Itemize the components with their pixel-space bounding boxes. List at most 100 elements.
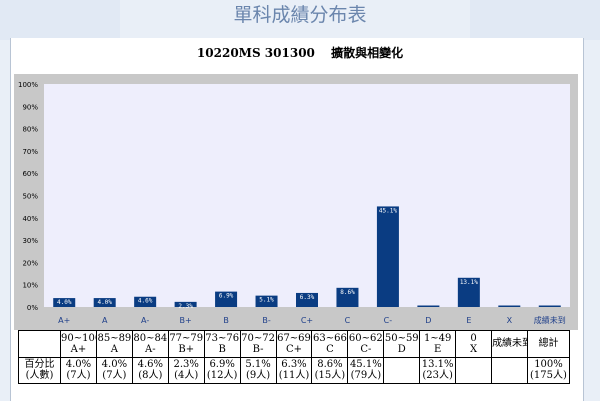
bar xyxy=(53,298,76,307)
y-tick-label: 50% xyxy=(22,193,38,201)
x-tick-label: C- xyxy=(384,316,393,325)
row-header-cell: 百分比 (人數) xyxy=(18,356,61,384)
bar xyxy=(174,301,197,307)
percent-value: 6.3% xyxy=(281,359,307,371)
bar-data-label: 45.1% xyxy=(379,207,397,214)
x-tick-label: A+ xyxy=(58,316,70,325)
score-range: 67~69 xyxy=(277,332,311,344)
bar-series: 4.0% 4.0% 4.6% 2.3% 6.9% 5.1% 6.3% 8.6% 45.1% 13.… xyxy=(53,206,561,310)
percent-value: 100% xyxy=(534,359,563,371)
grade-letter: E xyxy=(434,343,442,355)
percent-value: 45.1% xyxy=(349,359,382,371)
row-header-pct: 百分比 xyxy=(24,359,55,371)
bar xyxy=(417,305,440,307)
grade-distribution-chart: 0%10%20%30%40%50%60%70%80%90%100% 4.0% 4.… xyxy=(14,74,578,330)
x-tick-label: B+ xyxy=(180,316,192,325)
x-tick-label: D xyxy=(425,316,431,325)
student-count: (175人) xyxy=(530,370,567,382)
student-count: (4人) xyxy=(174,370,199,382)
student-count: (7人) xyxy=(102,370,127,382)
score-range: 0 xyxy=(470,332,477,344)
page-title: 單科成績分布表 xyxy=(233,4,367,26)
x-tick-label: E xyxy=(466,316,471,325)
bar-data-label: 8.6% xyxy=(340,289,355,296)
grade-header-cell: 成績未到 xyxy=(491,330,528,358)
x-tick-label: C+ xyxy=(301,316,313,325)
grade-letter: A xyxy=(110,343,118,355)
grade-letter: A+ xyxy=(70,343,87,355)
bar-data-label: 2.3% xyxy=(178,303,193,310)
grade-letter: C- xyxy=(360,343,372,355)
grade-header-cell: 60~62 C- xyxy=(347,330,385,358)
y-tick-label: 0% xyxy=(27,304,38,312)
score-range: 73~76 xyxy=(205,332,240,344)
grade-letter: A- xyxy=(145,343,156,355)
bar xyxy=(93,298,116,307)
grade-header-cell: 63~66 C xyxy=(311,330,349,358)
percent-value: 5.1% xyxy=(245,359,271,371)
report-title: 10220MS 301300 擴散與相變化 xyxy=(196,46,404,60)
percent-value: 4.0% xyxy=(101,359,128,371)
bar xyxy=(255,295,278,307)
bar-data-label: 6.9% xyxy=(219,293,234,300)
grade-header-cell: 85~89 A xyxy=(95,330,133,358)
score-range: 總計 xyxy=(538,338,559,350)
percent-value: 2.3% xyxy=(173,359,199,371)
score-range: 80~84 xyxy=(133,332,168,344)
grade-header-cell: 73~76 B xyxy=(203,330,241,358)
bar-data-label: 4.6% xyxy=(138,298,153,305)
bar xyxy=(376,206,399,307)
student-count: (11人) xyxy=(278,370,310,382)
grade-value-cell: 100% (175人) xyxy=(526,356,570,384)
grade-header-cell: 80~84 A- xyxy=(131,330,169,358)
grade-value-cell: 13.1% (23人) xyxy=(419,356,457,384)
bar xyxy=(296,292,318,307)
student-count: (15人) xyxy=(314,370,346,382)
bar xyxy=(457,277,480,307)
bar-data-label: 5.1% xyxy=(259,297,274,304)
background-tile xyxy=(470,0,600,40)
bar xyxy=(134,296,157,307)
y-tick-label: 60% xyxy=(22,170,38,178)
grade-letter: C xyxy=(326,343,334,355)
x-tick-label: A xyxy=(102,316,108,325)
grade-letter: D xyxy=(397,343,406,355)
grade-letter: B- xyxy=(252,343,264,355)
percent-value: 4.6% xyxy=(137,359,163,371)
x-tick-label: C xyxy=(345,316,351,325)
table-corner-cell xyxy=(18,330,61,358)
bar xyxy=(498,305,521,307)
grade-letter: C+ xyxy=(285,343,302,355)
grade-value-cell: 4.6% (8人) xyxy=(131,356,169,384)
y-tick-label: 70% xyxy=(22,148,38,156)
grade-value-cell: 4.0% (7人) xyxy=(60,356,97,384)
grade-value-cell: 8.6% (15人) xyxy=(311,356,349,384)
bar xyxy=(215,291,238,307)
grade-letter: X xyxy=(470,343,478,355)
y-tick-label: 40% xyxy=(22,215,38,223)
y-tick-label: 80% xyxy=(22,126,38,134)
bar xyxy=(336,287,359,307)
grade-header-cell: 77~79 B+ xyxy=(167,330,205,358)
percent-value: 8.6% xyxy=(317,359,343,371)
grade-value-cell: 45.1% (79人) xyxy=(347,356,385,384)
plot-area xyxy=(44,84,570,307)
grade-value-cell: 5.1% (9人) xyxy=(239,356,277,384)
row-header-count: (人數) xyxy=(25,370,54,382)
grade-value-cell xyxy=(383,356,421,384)
score-range: 50~59 xyxy=(384,332,419,344)
student-count: (8人) xyxy=(138,370,163,382)
percent-value: 6.9% xyxy=(209,359,235,371)
grade-table: 90~100A+85~89A80~84A-77~79B+73~76B70~72B… xyxy=(18,330,570,384)
y-tick-label: 20% xyxy=(22,259,38,267)
x-tick-label: X xyxy=(507,316,513,325)
grade-value-cell xyxy=(455,356,493,384)
grade-header-cell: 總計 xyxy=(526,330,570,358)
student-count: (7人) xyxy=(66,370,91,382)
score-range: 60~62 xyxy=(348,332,383,344)
y-tick-label: 10% xyxy=(22,282,38,290)
student-count: (23人) xyxy=(422,370,453,382)
grade-value-cell: 6.9% (12人) xyxy=(203,356,241,384)
score-range: 1~49 xyxy=(423,332,452,344)
